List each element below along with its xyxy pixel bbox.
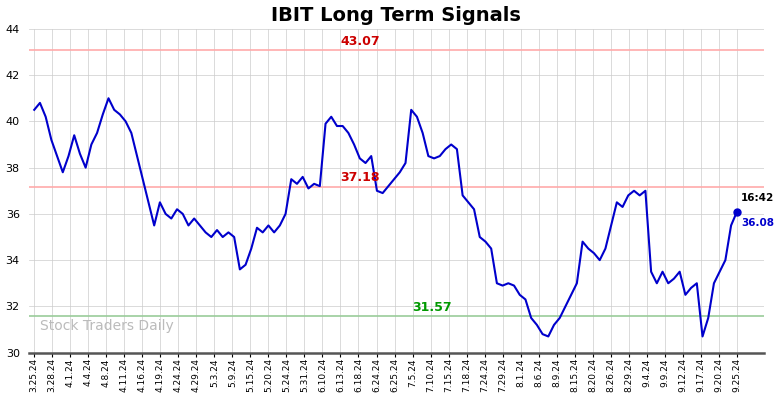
Text: 37.18: 37.18 — [340, 171, 380, 184]
Text: 31.57: 31.57 — [412, 300, 452, 314]
Text: Stock Traders Daily: Stock Traders Daily — [40, 319, 173, 333]
Text: 16:42: 16:42 — [742, 193, 775, 203]
Text: 36.08: 36.08 — [742, 218, 775, 228]
Text: 43.07: 43.07 — [340, 35, 380, 48]
Point — [731, 209, 743, 215]
Title: IBIT Long Term Signals: IBIT Long Term Signals — [271, 6, 521, 25]
